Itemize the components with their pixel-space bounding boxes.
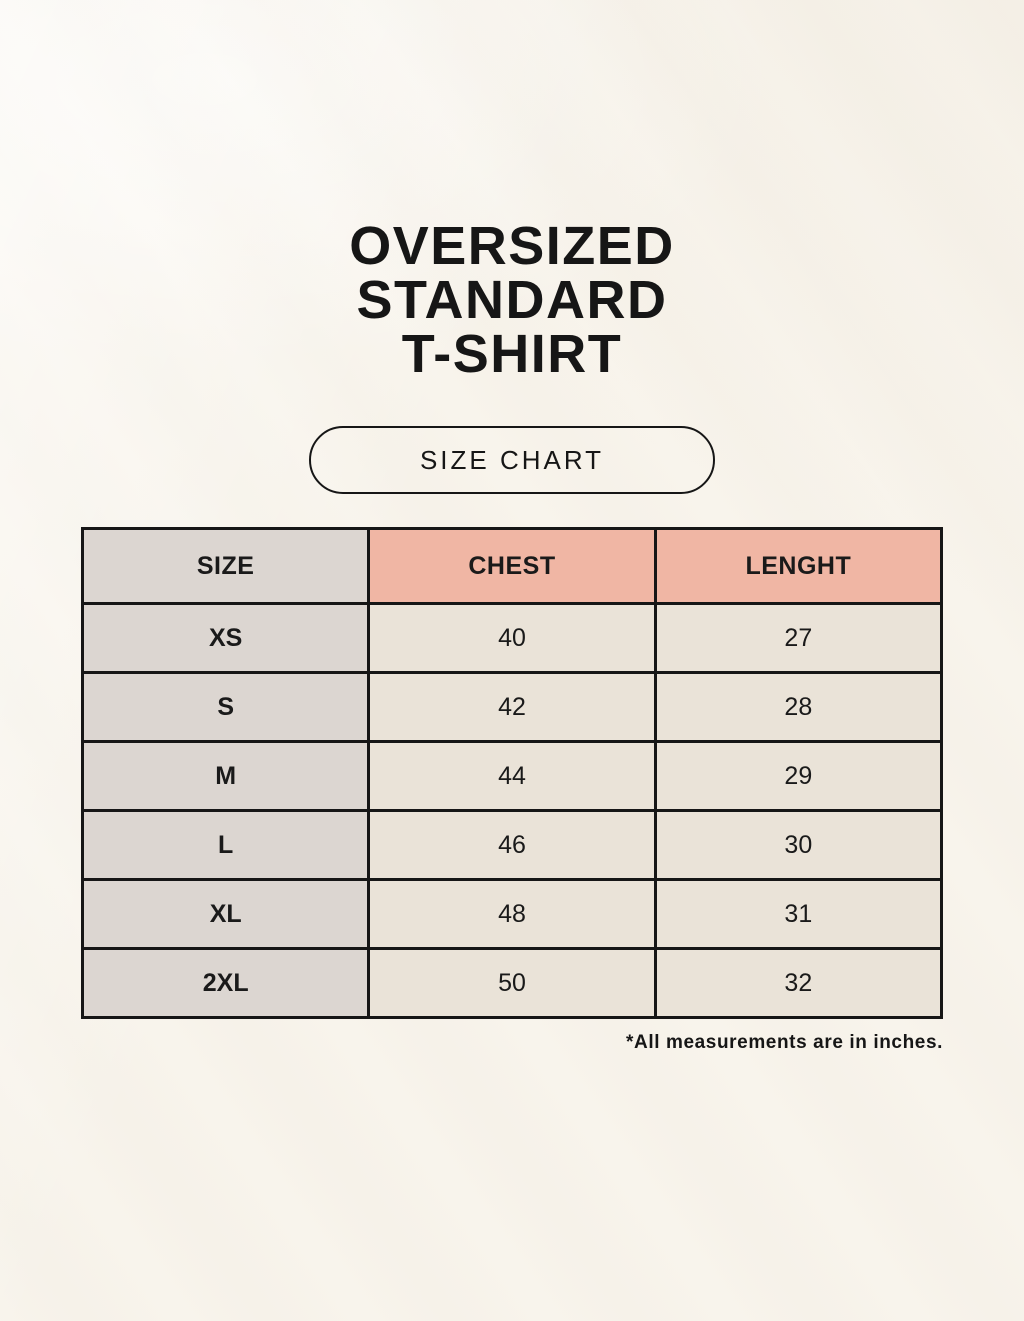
length-cell: 32: [653, 947, 944, 1019]
length-cell: 27: [653, 602, 944, 674]
title-line-2: STANDARD: [356, 270, 668, 330]
table-row: M 44 29: [80, 740, 944, 812]
chest-cell: 50: [367, 947, 657, 1019]
header-length: LENGHT: [653, 527, 944, 605]
header-size: SIZE: [80, 527, 371, 605]
size-cell: M: [80, 740, 371, 812]
title-line-1: OVERSIZED: [349, 216, 675, 276]
chest-cell: 48: [367, 878, 657, 950]
size-cell: XS: [80, 602, 371, 674]
length-cell: 31: [653, 878, 944, 950]
length-cell: 30: [653, 809, 944, 881]
chest-cell: 40: [367, 602, 657, 674]
chest-cell: 46: [367, 809, 657, 881]
table-header-row: SIZE CHEST LENGHT: [80, 527, 944, 605]
table-row: L 46 30: [80, 809, 944, 881]
length-cell: 29: [653, 740, 944, 812]
table-row: S 42 28: [80, 671, 944, 743]
table-row: XL 48 31: [80, 878, 944, 950]
chest-cell: 44: [367, 740, 657, 812]
size-chart-table: SIZE CHEST LENGHT XS 40 27 S 42 28 M 44 …: [80, 527, 944, 1019]
size-cell: S: [80, 671, 371, 743]
table-row: 2XL 50 32: [80, 947, 944, 1019]
size-chart-button[interactable]: SIZE CHART: [309, 426, 715, 494]
length-cell: 28: [653, 671, 944, 743]
page-title: OVERSIZED STANDARD T-SHIRT: [349, 0, 675, 381]
size-cell: XL: [80, 878, 371, 950]
chest-cell: 42: [367, 671, 657, 743]
size-cell: 2XL: [80, 947, 371, 1019]
header-chest: CHEST: [367, 527, 657, 605]
title-line-3: T-SHIRT: [401, 324, 623, 384]
measurements-footnote: *All measurements are in inches.: [626, 1032, 943, 1053]
table-row: XS 40 27: [80, 602, 944, 674]
size-cell: L: [80, 809, 371, 881]
